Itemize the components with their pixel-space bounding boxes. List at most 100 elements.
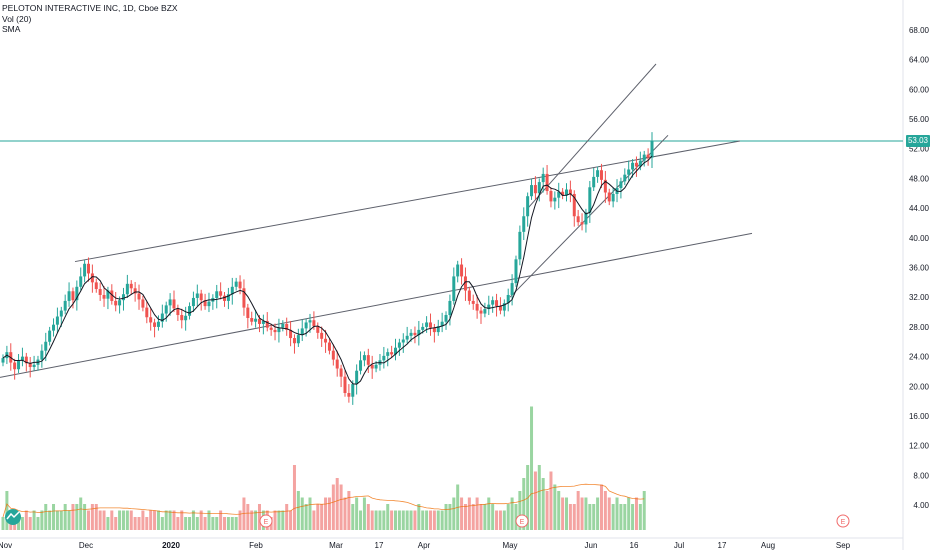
y-tick-label: 48.00: [909, 174, 930, 183]
volume-bar: [106, 517, 110, 530]
volume-ma-line: [2, 483, 645, 518]
candle-body: [269, 327, 273, 330]
candle-body: [180, 315, 184, 321]
volume-bar: [561, 497, 565, 530]
volume-bar: [448, 504, 452, 530]
candle-body: [603, 179, 607, 193]
volume-bar: [491, 504, 495, 530]
candle-body: [366, 355, 370, 365]
volume-bar: [24, 510, 28, 530]
volume-bar: [522, 478, 526, 530]
candle-body: [79, 276, 83, 287]
volume-bar: [615, 497, 619, 530]
candle-body: [390, 352, 394, 355]
volume-bar: [285, 504, 289, 530]
volume-bar: [533, 471, 537, 530]
volume-bar: [611, 504, 615, 530]
x-tick-label: Aug: [761, 541, 775, 550]
candle-body: [90, 273, 94, 283]
candle-body: [292, 338, 296, 344]
x-tick-label: 17: [718, 541, 727, 550]
volume-bar: [176, 517, 180, 530]
volume-bar: [514, 504, 518, 530]
volume-bar: [506, 504, 510, 530]
y-tick-label: 32.00: [909, 293, 930, 302]
candle-body: [254, 318, 258, 322]
candle-body: [413, 332, 417, 336]
candle-body: [40, 350, 44, 360]
candle-body: [94, 282, 98, 290]
legend-sma: SMA: [2, 24, 21, 34]
candle-body: [448, 300, 452, 316]
volume-bar: [133, 517, 137, 530]
candle-body: [650, 141, 654, 158]
volume-bar: [452, 497, 456, 530]
candle-body: [153, 322, 157, 327]
volume-bar: [28, 517, 32, 530]
earnings-label: E: [520, 519, 525, 526]
volume-bar: [405, 510, 409, 530]
volume-bar: [366, 504, 370, 530]
volume-bar: [71, 504, 75, 530]
candle-body: [250, 318, 254, 322]
volume-bar: [378, 510, 382, 530]
candle-body: [463, 276, 467, 291]
candle-body: [257, 318, 261, 324]
candle-body: [48, 330, 52, 342]
volume-bar: [40, 510, 44, 530]
earnings-icon: [515, 514, 529, 528]
candle-body: [495, 300, 499, 307]
volume-bar: [250, 510, 254, 530]
x-tick-label: May: [502, 541, 517, 550]
candle-body: [471, 300, 475, 304]
volume-bar: [59, 510, 63, 530]
volume-bar: [553, 484, 557, 530]
earnings-icon: [259, 514, 273, 528]
candle-body: [59, 310, 63, 317]
candle-body: [584, 212, 588, 225]
candle-body: [557, 191, 561, 198]
candle-body: [238, 281, 242, 289]
volume-bar: [125, 510, 129, 530]
volume-bar: [417, 504, 421, 530]
volume-bar: [401, 510, 405, 530]
y-tick-label: 64.00: [909, 56, 930, 65]
trendline-channel-lower: [0, 232, 753, 378]
volume-bar: [79, 497, 83, 530]
volume-bar: [289, 510, 293, 530]
volume-bar: [67, 510, 71, 530]
volume-bar: [327, 497, 331, 530]
candle-body: [327, 342, 331, 351]
y-tick-label: 40.00: [909, 234, 930, 243]
volume-bar: [362, 497, 366, 530]
candle-body: [86, 263, 90, 274]
volume-bar: [471, 504, 475, 530]
candle-body: [331, 350, 335, 360]
candle-body: [168, 299, 172, 306]
volume-bar: [17, 517, 21, 530]
candle-body: [13, 362, 17, 370]
volume-bar: [226, 517, 230, 530]
candle-body: [576, 216, 580, 223]
candle-body: [359, 360, 363, 371]
volume-bar: [642, 491, 646, 530]
candle-body: [219, 291, 223, 296]
y-tick-label: 44.00: [909, 204, 930, 213]
volume-bar: [483, 504, 487, 530]
candle-body: [129, 283, 133, 289]
candle-body: [195, 293, 199, 298]
candle-body: [273, 329, 277, 333]
candle-body: [316, 326, 320, 333]
volume-bar: [191, 510, 195, 530]
candle-body: [28, 363, 32, 368]
candle-body: [409, 332, 413, 336]
volume-bar: [479, 504, 483, 530]
volume-bar: [98, 510, 102, 530]
volume-bar: [467, 497, 471, 530]
volume-bar: [211, 517, 215, 530]
candle-body: [491, 300, 495, 305]
volume-bar: [460, 497, 464, 530]
candle-body: [374, 364, 378, 369]
